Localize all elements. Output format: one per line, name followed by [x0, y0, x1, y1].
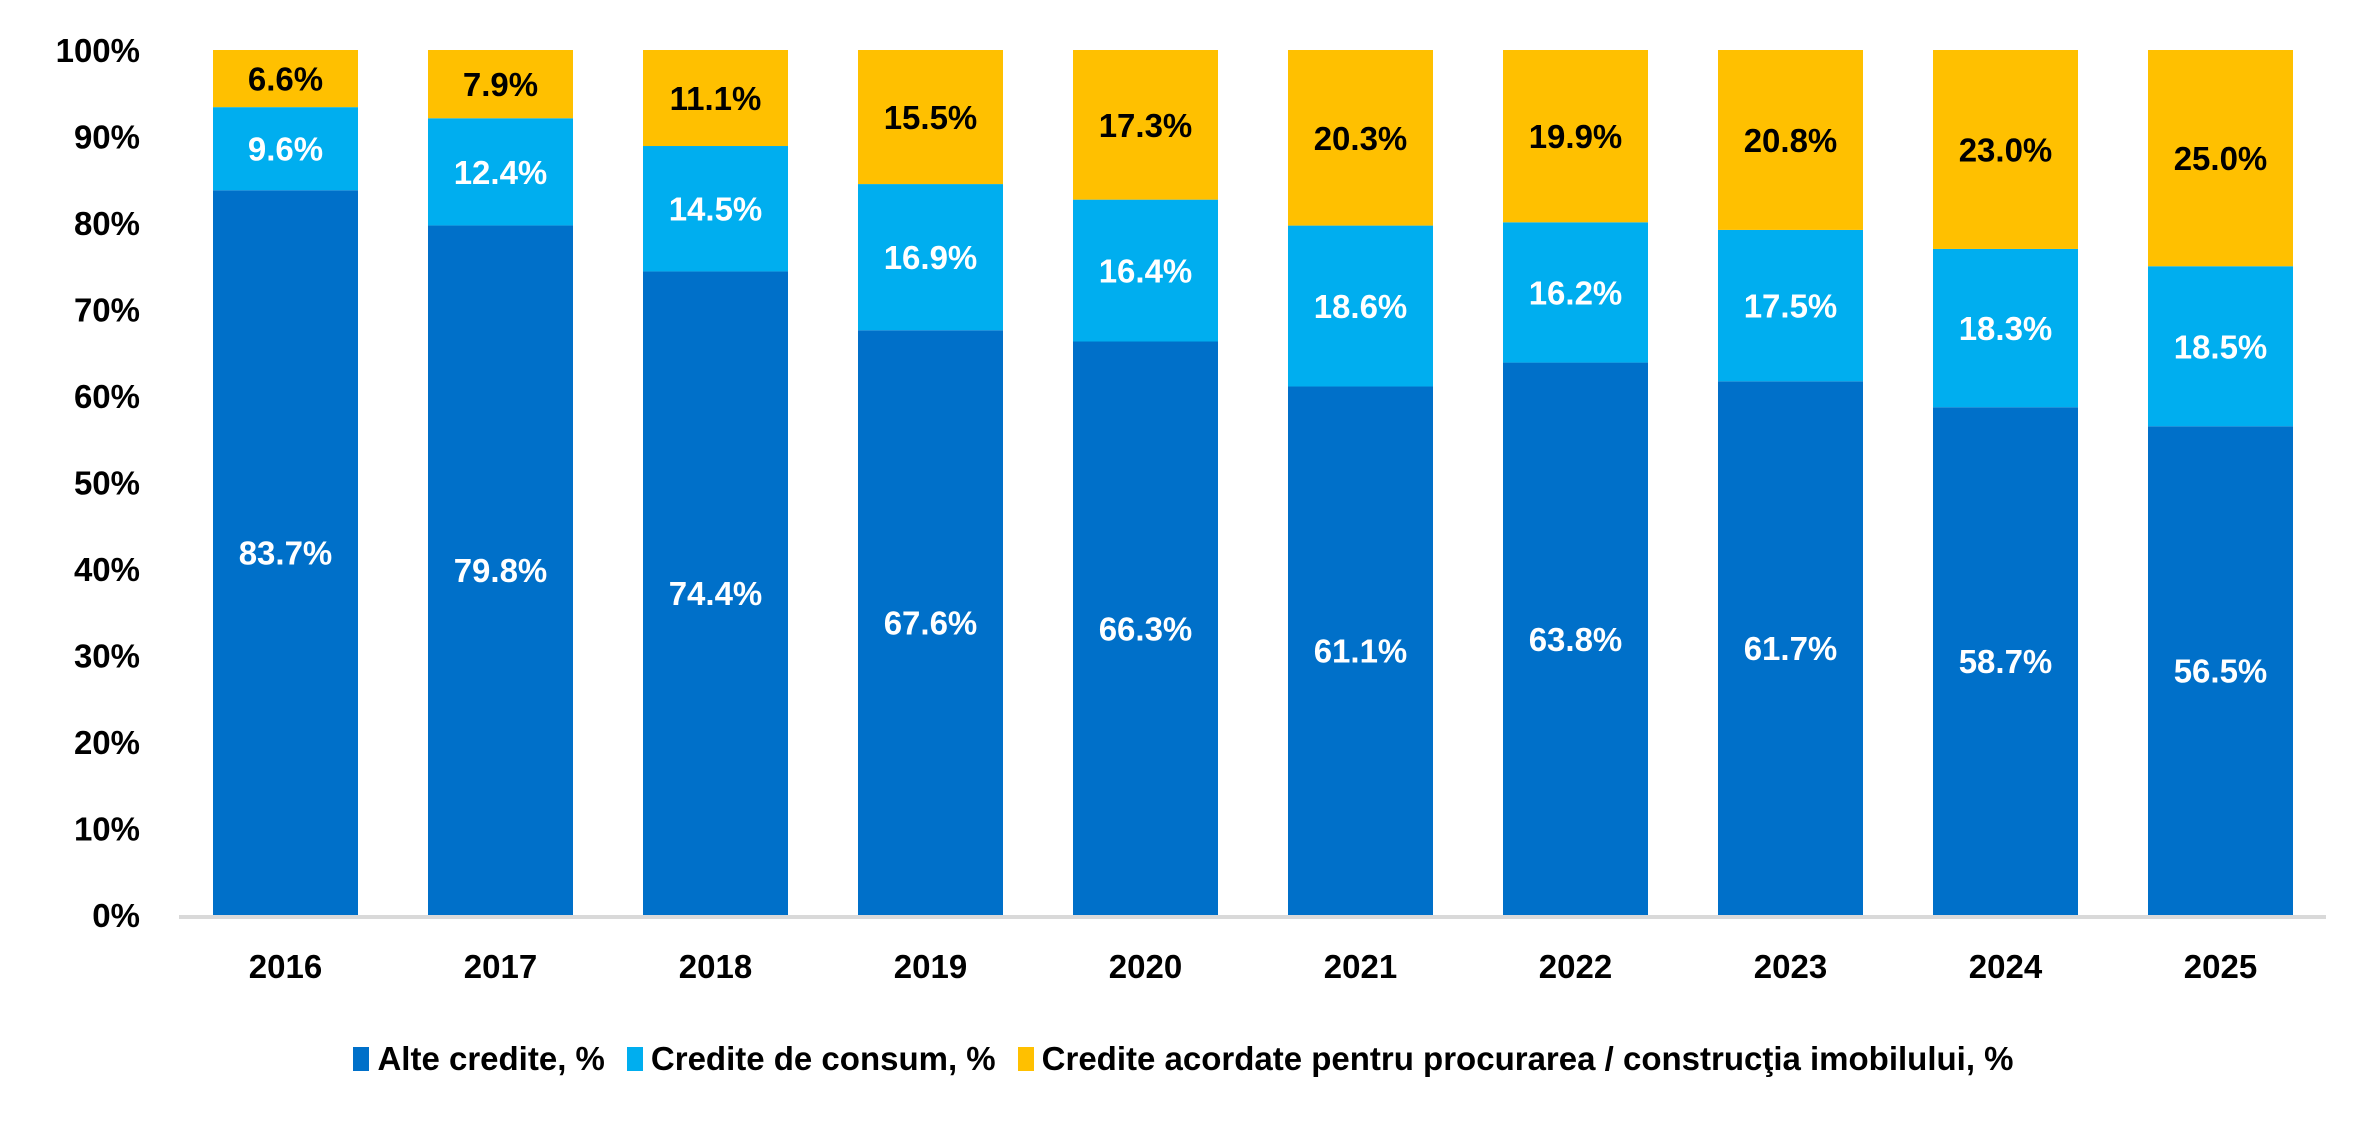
y-tick-label: 90% — [74, 119, 140, 156]
data-label: 15.5% — [884, 99, 978, 136]
data-label: 67.6% — [884, 605, 978, 642]
bar-segment — [1073, 50, 1218, 200]
x-tick-label: 2023 — [1754, 948, 1827, 985]
data-label: 23.0% — [1959, 131, 2053, 168]
data-label: 61.1% — [1314, 633, 1408, 670]
x-tick-label: 2016 — [249, 948, 322, 985]
legend-item-credite-consum: Credite de consum, % — [626, 1040, 996, 1078]
bar-segment — [1288, 50, 1433, 226]
data-label: 20.3% — [1314, 120, 1408, 157]
data-label: 16.2% — [1529, 274, 1623, 311]
bar-segment — [2148, 266, 2293, 427]
bar-segment — [1503, 222, 1648, 363]
bar-segment — [1073, 199, 1218, 342]
legend-label: Alte credite, % — [377, 1040, 605, 1077]
legend-item-credite-imobil: Credite acordate pentru procurarea / con… — [1017, 1040, 2014, 1078]
bar-segment — [1718, 229, 1863, 382]
x-tick-label: 2025 — [2184, 948, 2257, 985]
y-tick-label: 10% — [74, 811, 140, 848]
y-tick-label: 30% — [74, 638, 140, 675]
y-tick-label: 40% — [74, 551, 140, 588]
data-label: 79.8% — [454, 552, 548, 589]
legend-label: Credite de consum, % — [650, 1040, 996, 1077]
data-label: 56.5% — [2174, 653, 2268, 690]
bar-segment — [643, 146, 788, 272]
x-tick-label: 2020 — [1109, 948, 1182, 985]
legend: Alte credite, % Credite de consum, % Cre… — [0, 1040, 2367, 1078]
data-label: 20.8% — [1744, 122, 1838, 159]
bar-segment — [2148, 50, 2293, 267]
bar-segment — [1503, 362, 1648, 915]
bar-segment — [1933, 248, 2078, 408]
y-tick-label: 50% — [74, 465, 140, 502]
y-tick-label: 70% — [74, 292, 140, 329]
y-tick-label: 80% — [74, 205, 140, 242]
bar-segment — [428, 225, 573, 916]
bar-segment — [643, 271, 788, 915]
data-label: 18.5% — [2174, 328, 2268, 365]
bar-segment — [1288, 225, 1433, 387]
y-tick-label: 0% — [92, 897, 140, 934]
bar-segment — [1073, 341, 1218, 915]
bar-segment — [428, 118, 573, 226]
data-label: 18.6% — [1314, 288, 1408, 325]
bar-segment — [213, 190, 358, 915]
bar-segment — [1288, 386, 1433, 915]
data-label: 11.1% — [670, 80, 762, 117]
data-label: 66.3% — [1099, 610, 1193, 647]
data-label: 18.3% — [1959, 310, 2053, 347]
data-label: 16.4% — [1099, 253, 1193, 290]
data-label: 17.5% — [1744, 288, 1838, 325]
y-tick-label: 60% — [74, 378, 140, 415]
legend-item-alte-credite: Alte credite, % — [353, 1040, 605, 1078]
data-label: 6.6% — [248, 61, 323, 98]
x-tick-label: 2018 — [679, 948, 752, 985]
bar-segment — [2148, 426, 2293, 915]
data-label: 74.4% — [669, 575, 763, 612]
bar-segment — [213, 107, 358, 191]
x-tick-label: 2024 — [1969, 948, 2043, 985]
data-label: 61.7% — [1744, 630, 1838, 667]
bar-segment — [1933, 407, 2078, 915]
bar-segment — [1718, 381, 1863, 915]
data-label: 9.6% — [248, 131, 323, 168]
legend-swatch — [626, 1047, 643, 1071]
data-label: 17.3% — [1099, 107, 1193, 144]
bar-segment — [428, 50, 573, 119]
data-label: 83.7% — [239, 535, 333, 572]
y-tick-label: 100% — [56, 32, 140, 69]
data-label: 7.9% — [463, 66, 538, 103]
data-label: 12.4% — [454, 154, 548, 191]
bar-segment — [643, 50, 788, 147]
bar-segment — [858, 50, 1003, 185]
bar-segment — [858, 184, 1003, 331]
bar-segment — [1503, 50, 1648, 223]
x-tick-label: 2017 — [464, 948, 537, 985]
legend-label: Credite acordate pentru procurarea / con… — [1041, 1040, 2014, 1077]
x-tick-label: 2022 — [1539, 948, 1612, 985]
data-label: 19.9% — [1529, 118, 1623, 155]
x-tick-label: 2019 — [894, 948, 967, 985]
bar-segment — [858, 330, 1003, 915]
data-label: 16.9% — [884, 239, 978, 276]
legend-swatch — [353, 1047, 370, 1071]
stacked-bar-chart: 0% 10% 20% 30% 40% 50% 60% 70% 80% 90% 100% 83.7% 9.… — [56, 32, 2326, 985]
legend-swatch — [1017, 1047, 1034, 1071]
bar-segment — [213, 50, 358, 108]
bar-segment — [1718, 50, 1863, 230]
data-label: 63.8% — [1529, 621, 1623, 658]
bar-segment — [1933, 50, 2078, 249]
data-label: 58.7% — [1959, 643, 2053, 680]
x-tick-label: 2021 — [1324, 948, 1397, 985]
data-label: 25.0% — [2174, 140, 2268, 177]
y-tick-label: 20% — [74, 724, 140, 761]
data-label: 14.5% — [669, 191, 763, 228]
